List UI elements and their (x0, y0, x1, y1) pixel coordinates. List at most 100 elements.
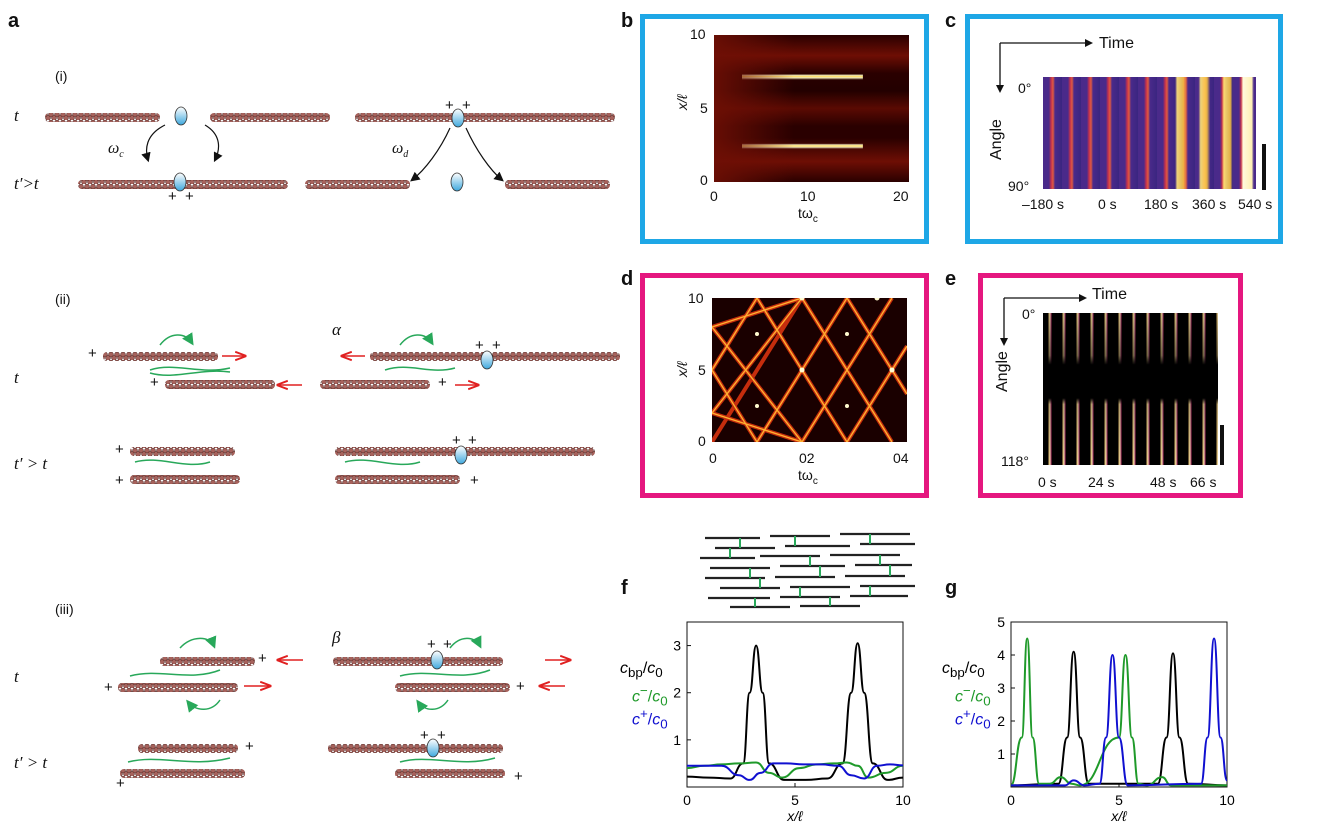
capture-arrow (141, 124, 166, 163)
series-line (686, 761, 904, 779)
release-arrow (410, 127, 451, 182)
plus-sign: + (514, 768, 523, 785)
panel-c-label: c (945, 10, 957, 32)
series-line (1010, 650, 1228, 787)
chart-f: 1 2 3 0 5 10 x/ℓ (673, 621, 911, 823)
alpha-label: α (332, 320, 341, 339)
plus-sign: + (104, 679, 113, 696)
kymograph-c (1043, 77, 1256, 189)
plus-sign: + (88, 345, 97, 362)
capture-arrow (204, 124, 223, 163)
angle-top: 0° (1022, 306, 1036, 322)
filament (160, 657, 255, 666)
legend-cminus: c−/c0 (632, 683, 668, 709)
droplet (430, 650, 444, 670)
y-tick-label: 2 (673, 685, 681, 701)
filament (370, 352, 620, 361)
filament (335, 475, 460, 484)
x-tick: 0 (710, 188, 718, 204)
x-tick-label: 5 (791, 792, 799, 808)
motor-arrow (416, 699, 449, 713)
filament (328, 744, 503, 753)
x-tick: 04 (893, 450, 909, 466)
filament (130, 475, 240, 484)
plus-sign: + (115, 441, 124, 458)
motor (149, 370, 231, 376)
panel-d-label: d (621, 268, 634, 290)
filament (45, 113, 160, 122)
filament (138, 744, 238, 753)
section-iii-tag: (iii) (55, 601, 74, 617)
plus-sign: + (427, 636, 436, 653)
angle-top: 0° (1018, 80, 1032, 96)
filament (305, 180, 410, 189)
plus-sign: + (492, 337, 501, 354)
x-axis-label: tωc (798, 205, 818, 225)
motor (129, 669, 221, 677)
motor (127, 757, 231, 763)
release-arrow (465, 127, 504, 182)
x-tick: 0 s (1098, 196, 1117, 212)
time-t-label: t (14, 368, 19, 387)
y-tick: 0 (700, 172, 708, 188)
plus-sign: + (185, 188, 194, 205)
y-tick: 5 (700, 100, 708, 116)
omega-c-label: ωc (108, 140, 124, 161)
panel-g-label: g (945, 577, 958, 599)
y-tick-label: 5 (997, 614, 1005, 630)
scale-bar (1262, 144, 1266, 190)
x-axis-label: tωc (798, 467, 818, 487)
x-tick: 66 s (1190, 474, 1217, 490)
plus-sign: + (470, 472, 479, 489)
kymograph-e-mask (1043, 313, 1218, 465)
series-line (686, 642, 904, 781)
motor-arrow (179, 635, 217, 649)
time-tprime-label: t′ > t (14, 454, 48, 473)
series-line (1011, 637, 1228, 787)
x-tick: 10 (800, 188, 816, 204)
section-ii (103, 332, 620, 484)
legend-bp: cbp/c0 (942, 660, 985, 681)
x-tick: 20 (893, 188, 909, 204)
filament (103, 352, 218, 361)
scale-bar (1220, 425, 1224, 465)
panel-c-frame (965, 14, 1283, 244)
plus-sign: + (475, 337, 484, 354)
filament-network-inset (700, 532, 915, 609)
x-tick: 0 s (1038, 474, 1057, 490)
plot-frame (686, 621, 904, 788)
y-tick: 0 (698, 433, 706, 449)
beta-label: β (332, 628, 341, 647)
panel-a-label: a (8, 10, 20, 32)
plus-sign: + (438, 374, 447, 391)
plus-sign: + (516, 678, 525, 695)
time-label: Time (1099, 35, 1134, 52)
legend-bp: cbp/c0 (620, 660, 663, 681)
plus-sign: + (115, 472, 124, 489)
x-tick-label: 10 (1219, 792, 1235, 808)
droplet (480, 350, 494, 370)
y-tick: 10 (688, 290, 704, 306)
x-tick: 0 (709, 450, 717, 466)
x-tick: 24 s (1088, 474, 1115, 490)
droplet (454, 445, 468, 465)
filament (395, 683, 510, 692)
motor-arrow (449, 635, 482, 649)
time-label: Time (1092, 286, 1127, 303)
x-tick-label: 5 (1115, 792, 1123, 808)
droplet (174, 106, 188, 126)
time-arrow-axes (996, 39, 1093, 93)
time-arrow-axes (1000, 294, 1087, 346)
plot-frame (1010, 621, 1228, 788)
y-tick-label: 1 (997, 746, 1005, 762)
x-axis-label: x/ℓ (786, 808, 803, 823)
angle-bottom: 118° (1001, 453, 1029, 469)
plus-sign: + (245, 738, 254, 755)
y-tick: 5 (698, 362, 706, 378)
filament (505, 180, 610, 189)
plus-sign: + (116, 775, 125, 792)
x-tick-label: 0 (683, 792, 691, 808)
time-t-label: t (14, 667, 19, 686)
droplet (173, 172, 187, 192)
panel-d-frame (640, 273, 929, 498)
